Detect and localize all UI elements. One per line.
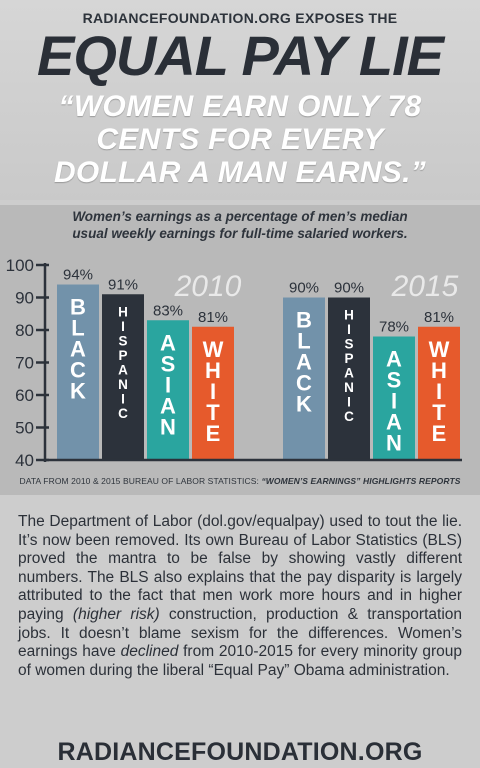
body-text-part-3: from 2010-2015 for every minority group …: [18, 643, 462, 679]
value-label-2010-black: 94%: [63, 267, 93, 284]
bar-2015-hispanic: [328, 297, 370, 460]
bar-2010-asian: [147, 320, 189, 460]
bar-2015-black: [283, 297, 325, 460]
value-label-2015-white: 81%: [424, 309, 454, 326]
source-prefix: DATA FROM 2010 & 2015 BUREAU OF LABOR ST…: [19, 476, 262, 486]
value-label-2015-asian: 78%: [379, 319, 409, 336]
chart-source: DATA FROM 2010 & 2015 BUREAU OF LABOR ST…: [0, 476, 480, 486]
quote-line-3: DOLLAR A MAN EARNS.”: [53, 156, 427, 189]
bar-2010-white: [192, 326, 234, 460]
chart-subtitle-line-2: usual weekly earnings for full-time sala…: [72, 226, 408, 241]
y-tick-label-50: 50: [15, 419, 34, 438]
chart-subtitle-line-1: Women’s earnings as a percentage of men’…: [72, 209, 408, 224]
value-label-2010-white: 81%: [198, 309, 228, 326]
body-text-italic-1: (higher risk): [72, 605, 160, 623]
value-label-2010-hispanic: 91%: [108, 276, 138, 293]
body-text-part-2: construction, production & transportatio…: [18, 605, 463, 661]
value-label-2010-asian: 83%: [153, 302, 183, 319]
page-title: EQUAL PAY LIE: [36, 24, 444, 87]
bar-2010-hispanic: [102, 294, 144, 460]
bar-2015-white: [418, 326, 460, 460]
y-tick-label-90: 90: [15, 289, 34, 308]
quote-line-2: CENTS FOR EVERY: [96, 123, 384, 156]
y-tick-label-40: 40: [15, 451, 34, 470]
year-label-2015: 2015: [391, 270, 459, 303]
value-label-2015-black: 90%: [289, 280, 319, 297]
header-panel: [0, 0, 480, 200]
source-title: “WOMEN’S EARNINGS” HIGHLIGHTS REPORTS: [261, 476, 461, 486]
year-label-2010: 2010: [174, 270, 242, 303]
chart-subtitle: Women’s earnings as a percentage of men’…: [0, 208, 480, 242]
y-tick-label-70: 70: [15, 354, 34, 373]
kicker-text: RADIANCEFOUNDATION.ORG EXPOSES THE: [82, 10, 398, 26]
y-tick-label-100: 100: [6, 256, 34, 275]
y-tick-label-80: 80: [15, 321, 34, 340]
y-tick-label-60: 60: [15, 386, 34, 405]
value-label-2015-hispanic: 90%: [334, 280, 364, 297]
quote-text: “WOMEN EARN ONLY 78 CENTS FOR EVERY DOLL…: [0, 90, 480, 189]
body-text-italic-2: declined: [120, 643, 179, 661]
bar-2015-asian: [373, 336, 415, 460]
body-paragraph: The Department of Labor (dol.gov/equalpa…: [18, 513, 462, 680]
bar-2010-black: [57, 284, 99, 460]
footer-url: RADIANCEFOUNDATION.ORG: [57, 738, 423, 766]
body-text-part-1: The Department of Labor (dol.gov/equalpa…: [18, 513, 462, 623]
quote-line-1: “WOMEN EARN ONLY 78: [58, 90, 422, 123]
